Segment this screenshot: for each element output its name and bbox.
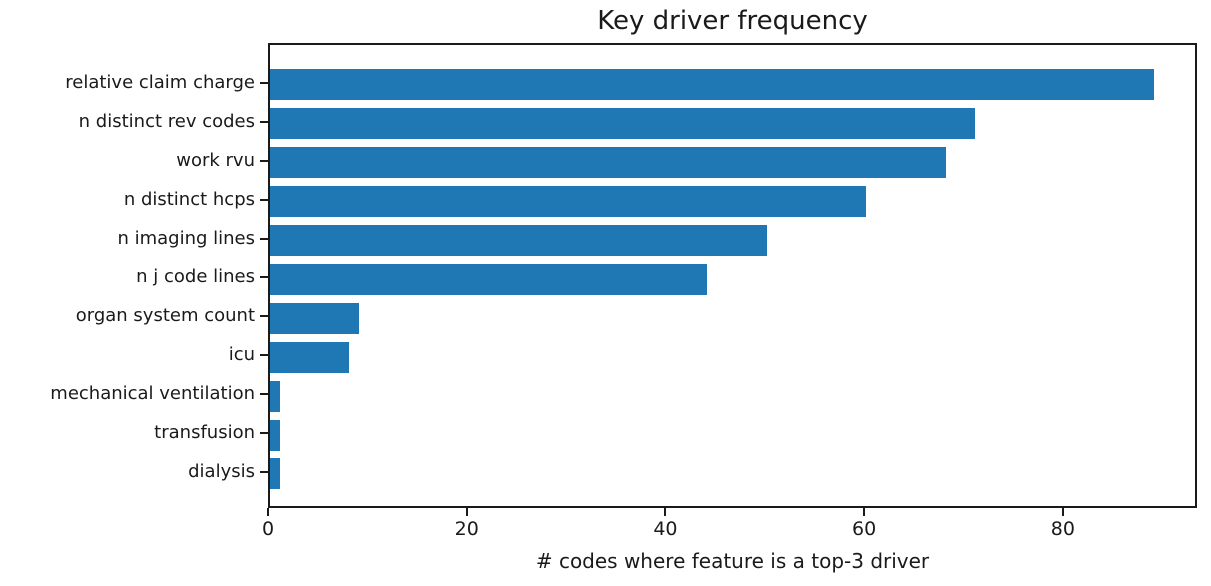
x-axis-label: # codes where feature is a top-3 driver: [535, 549, 930, 573]
x-tick-label: 60: [852, 518, 877, 540]
x-tick-label: 0: [261, 518, 275, 540]
x-tick-label: 80: [1050, 518, 1075, 540]
y-tick-label: work rvu: [176, 149, 255, 171]
x-tick-mark: [1061, 508, 1064, 516]
x-tick-label: 20: [454, 518, 479, 540]
y-tick-mark: [260, 276, 268, 279]
y-tick-label: n distinct hcps: [123, 188, 255, 210]
y-tick-label: n imaging lines: [117, 227, 255, 249]
chart-title: Key driver frequency: [597, 6, 868, 36]
y-tick-label: icu: [228, 344, 255, 366]
y-tick-mark: [260, 393, 268, 396]
y-tick-label: dialysis: [188, 460, 255, 482]
bar: [270, 69, 1155, 101]
y-tick-mark: [260, 354, 268, 357]
bar: [270, 225, 767, 257]
y-tick-mark: [260, 120, 268, 123]
y-tick-mark: [260, 237, 268, 240]
x-tick-label: 40: [653, 518, 678, 540]
y-tick-label: relative claim charge: [65, 71, 255, 93]
bar: [270, 380, 280, 412]
bar: [270, 108, 976, 140]
y-tick-label: n j code lines: [136, 266, 255, 288]
bar: [270, 186, 867, 218]
y-tick-mark: [260, 432, 268, 435]
bar: [270, 419, 280, 451]
x-tick-mark: [465, 508, 468, 516]
bar: [270, 147, 946, 179]
y-tick-mark: [260, 159, 268, 162]
plot-area: [268, 43, 1197, 508]
bar: [270, 302, 360, 334]
bar: [270, 341, 350, 373]
y-tick-mark: [260, 198, 268, 201]
y-tick-mark: [260, 315, 268, 318]
x-tick-mark: [863, 508, 866, 516]
bar: [270, 263, 708, 295]
y-tick-label: mechanical ventilation: [50, 383, 255, 405]
bar: [270, 458, 280, 490]
y-tick-label: organ system count: [75, 305, 255, 327]
y-tick-label: transfusion: [154, 422, 255, 444]
y-tick-mark: [260, 81, 268, 84]
y-tick-mark: [260, 470, 268, 473]
x-tick-mark: [267, 508, 269, 516]
x-tick-mark: [664, 508, 667, 516]
y-tick-label: n distinct rev codes: [78, 110, 255, 132]
